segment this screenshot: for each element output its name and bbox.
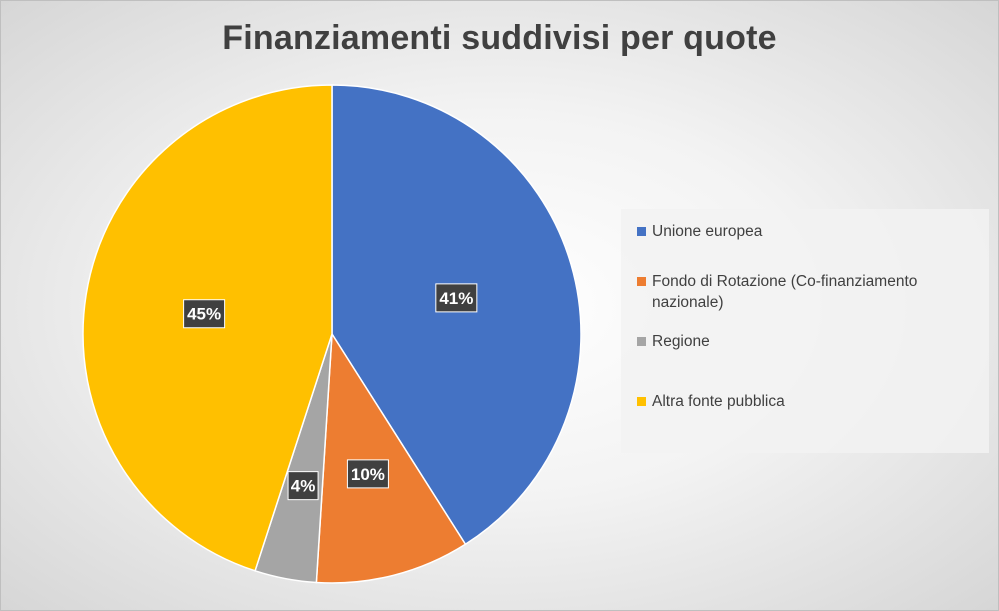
legend-label: Regione bbox=[652, 333, 710, 350]
legend-swatch bbox=[637, 227, 646, 236]
data-label-text: 45% bbox=[187, 305, 221, 324]
legend-item-regione: Regione bbox=[621, 331, 989, 352]
legend-item-altra-fonte-pubblica: Altra fonte pubblica bbox=[621, 391, 989, 412]
chart-title: Finanziamenti suddivisi per quote bbox=[222, 19, 777, 57]
data-label-box bbox=[287, 471, 319, 501]
data-label: 41% bbox=[435, 283, 478, 313]
data-label-box bbox=[183, 299, 226, 329]
legend-label: Altra fonte pubblica bbox=[652, 393, 785, 410]
legend-swatch bbox=[637, 397, 646, 406]
data-label: 45% bbox=[183, 299, 226, 329]
data-label-text: 10% bbox=[351, 465, 385, 484]
legend-item-unione-europea: Unione europea bbox=[621, 221, 989, 242]
legend-swatch bbox=[637, 337, 646, 346]
data-label-text: 4% bbox=[291, 477, 316, 496]
data-label-box bbox=[435, 283, 478, 313]
data-label-text: 41% bbox=[439, 289, 473, 308]
data-label: 10% bbox=[346, 459, 389, 489]
legend-label: Unione europea bbox=[652, 223, 763, 240]
pie-slice-0 bbox=[331, 84, 582, 546]
legend: Unione europea Fondo di Rotazione (Co-fi… bbox=[621, 209, 989, 453]
pie-slice-1 bbox=[315, 331, 467, 584]
legend-label: Fondo di Rotazione (Co-finanziamento naz… bbox=[652, 273, 918, 311]
data-label-box bbox=[346, 459, 389, 489]
legend-item-fondo-di-rotazione: Fondo di Rotazione (Co-finanziamento naz… bbox=[621, 271, 989, 313]
data-label: 4% bbox=[287, 471, 319, 501]
legend-swatch bbox=[637, 277, 646, 286]
